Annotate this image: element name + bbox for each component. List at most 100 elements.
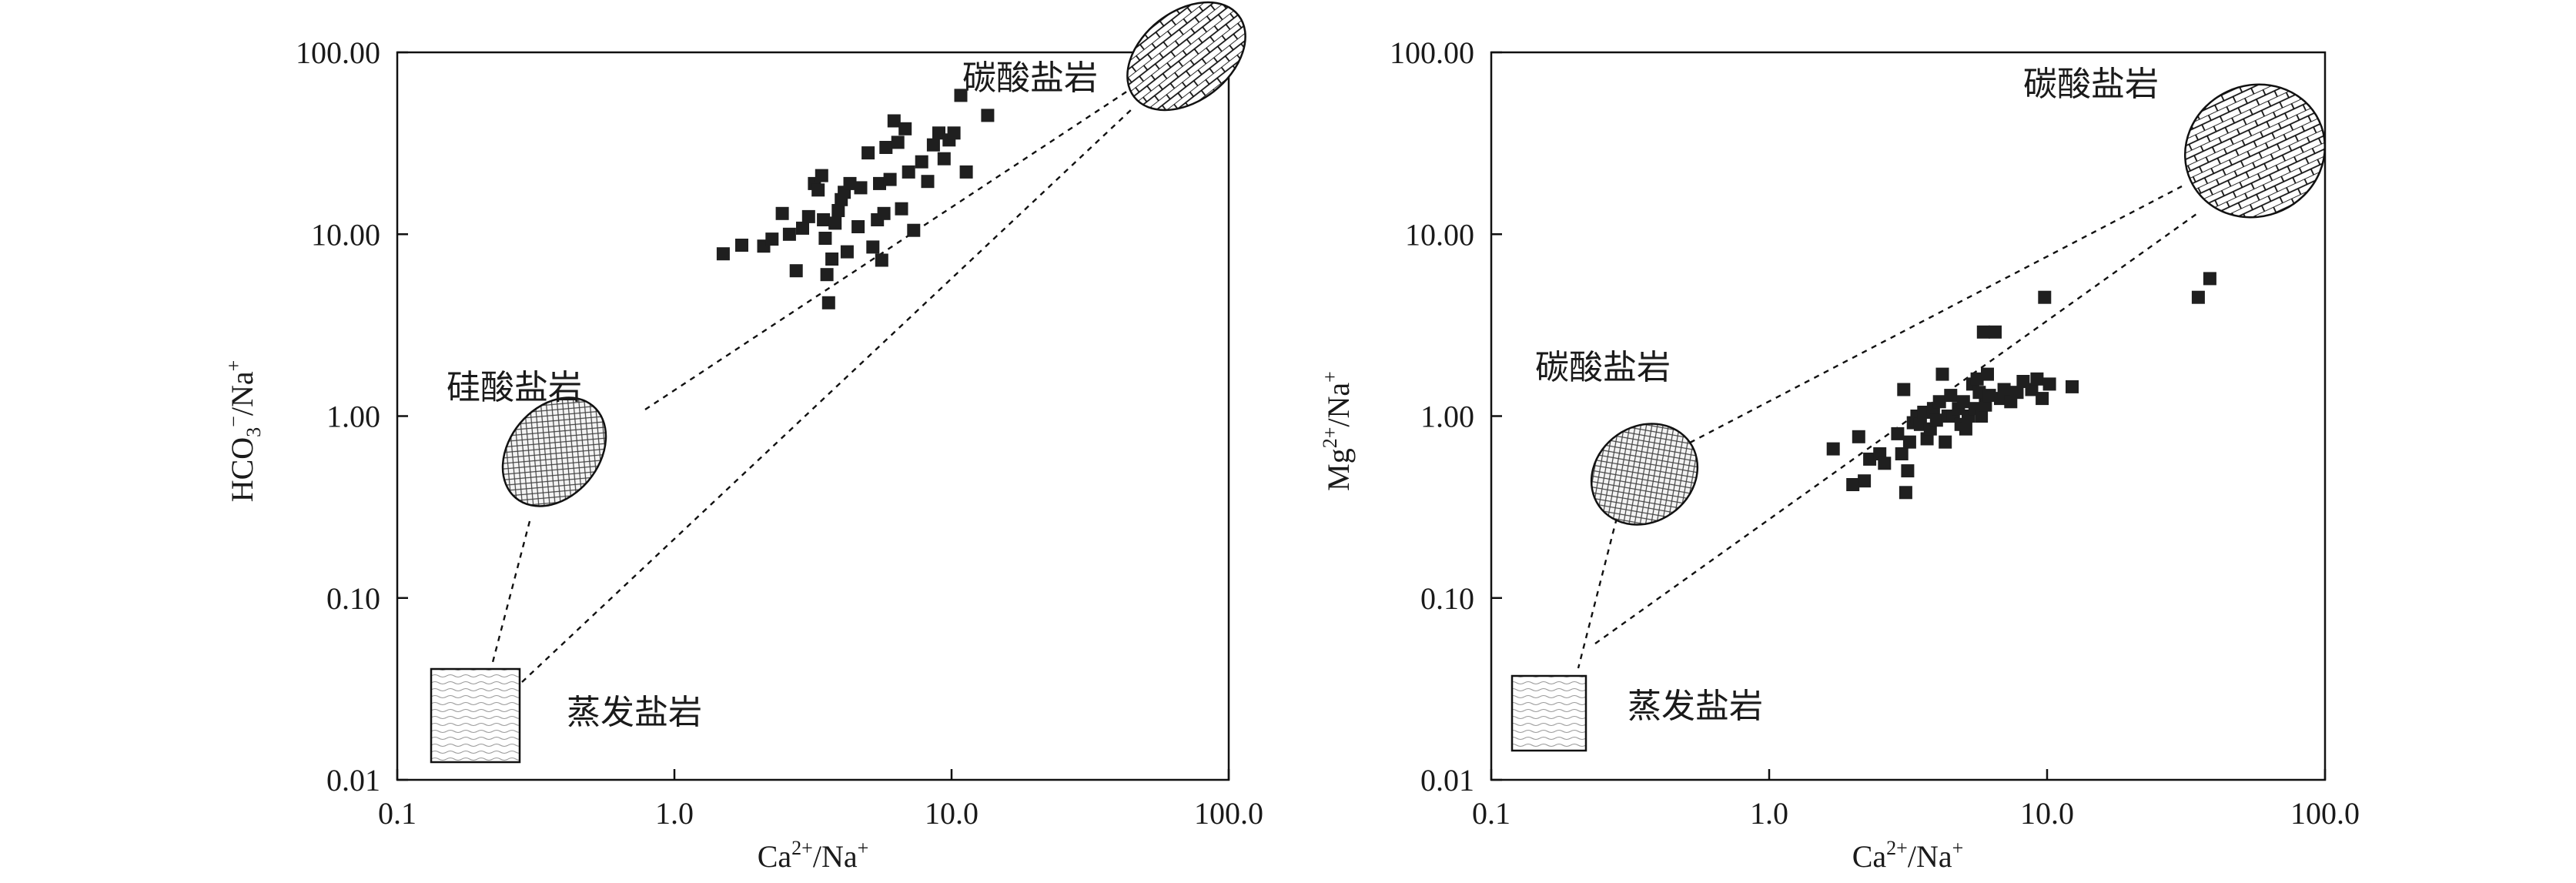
data-point — [875, 253, 888, 267]
data-point — [879, 141, 893, 154]
data-point — [821, 296, 835, 309]
data-point — [887, 114, 901, 128]
hco3-na-vs-ca-na-chart: 0.1 1.0 10.0 100.0 Ca2+/Na+ 0.01 0.10 1.… — [222, 1, 1263, 874]
data-point — [1863, 452, 1877, 466]
guide-line — [490, 520, 531, 666]
crosshatch-region-label: 碳酸盐岩 — [1535, 348, 1671, 387]
data-point — [801, 209, 815, 223]
data-point — [895, 202, 908, 216]
data-point — [959, 165, 973, 179]
data-point — [873, 176, 886, 190]
data-point — [765, 232, 779, 246]
x-axis: 0.1 1.0 10.0 100.0 Ca2+/Na+ — [1472, 769, 2360, 874]
carbonate-region-label: 碳酸盐岩 — [2023, 65, 2159, 104]
data-point — [1944, 389, 1958, 403]
plot-frame — [396, 51, 1230, 781]
y-tick-label: 1.00 — [326, 400, 380, 434]
data-point — [796, 221, 809, 235]
data-point — [2036, 392, 2049, 406]
data-point — [2030, 372, 2044, 386]
data-point — [854, 181, 868, 195]
data-point — [861, 146, 875, 160]
data-point — [1932, 395, 1946, 409]
y-tick-label: 0.10 — [326, 581, 380, 616]
data-point — [926, 138, 940, 152]
data-point — [1981, 367, 1994, 381]
mg-na-vs-ca-na-chart: 0.1 1.0 10.0 100.0 Ca2+/Na+ 0.01 0.10 1.… — [1319, 35, 2360, 874]
x-tick-label: 1.0 — [1750, 796, 1788, 831]
y-axis: 0.01 0.10 1.00 10.00 100.00 HCO3−/Na+ — [222, 35, 408, 798]
y-tick-label: 1.00 — [1420, 400, 1474, 434]
data-point — [1972, 386, 1986, 400]
x-tick-label: 0.1 — [378, 796, 417, 831]
data-point — [1975, 410, 1989, 423]
data-point — [815, 169, 828, 182]
y-axis-title: Mg2+/Na+ — [1319, 371, 1356, 491]
data-points — [716, 89, 995, 309]
data-point — [1929, 413, 1943, 427]
data-point — [817, 213, 831, 226]
data-point — [898, 122, 912, 135]
data-point — [883, 172, 897, 186]
data-point — [1976, 325, 1990, 339]
data-point — [851, 220, 865, 233]
data-point — [1959, 422, 1972, 436]
data-point — [811, 183, 825, 197]
x-axis: 0.1 1.0 10.0 100.0 Ca2+/Na+ — [378, 769, 1263, 874]
y-tick-label: 0.01 — [1420, 763, 1474, 798]
x-axis-title: Ca2+/Na+ — [1852, 837, 1964, 874]
y-axis: 0.01 0.10 1.00 10.00 100.00 Mg2+/Na+ — [1319, 35, 1502, 798]
mixing-guide-lines — [490, 89, 1134, 683]
data-point — [1878, 457, 1892, 470]
data-point — [921, 175, 935, 189]
data-point — [1920, 432, 1934, 446]
evaporite-region-label: 蒸发盐岩 — [567, 693, 702, 732]
data-point — [782, 227, 796, 241]
evaporite-region-label: 蒸发盐岩 — [1628, 687, 1763, 726]
data-point — [1902, 435, 1916, 449]
data-point — [2191, 290, 2205, 304]
carbonate-region-shape — [2183, 83, 2327, 219]
data-point — [1846, 478, 1860, 491]
evaporite-region-shape — [430, 667, 521, 764]
data-point — [902, 165, 915, 179]
data-point — [981, 109, 995, 122]
data-point — [1858, 474, 1872, 488]
crosshatch-region-shape — [1590, 423, 1699, 526]
data-point — [1901, 464, 1915, 478]
data-point — [1970, 372, 1984, 386]
carbonate-region-label: 碳酸盐岩 — [962, 59, 1098, 98]
data-point — [1982, 389, 1996, 403]
data-point — [1913, 417, 1927, 431]
data-point — [1989, 325, 2002, 339]
data-point — [932, 126, 945, 140]
data-point — [2038, 290, 2052, 304]
data-point — [820, 268, 834, 282]
data-point — [828, 216, 842, 230]
y-tick-label: 100.00 — [296, 35, 380, 70]
data-point — [775, 206, 789, 220]
data-point — [1891, 426, 1905, 440]
x-tick-label: 10.0 — [2020, 796, 2074, 831]
data-point — [818, 232, 832, 245]
data-point — [1895, 447, 1909, 460]
y-tick-label: 0.01 — [326, 763, 380, 798]
data-point — [825, 253, 839, 266]
region-carbonate: 碳酸盐岩 — [962, 1, 1246, 112]
y-tick-label: 100.00 — [1390, 35, 1474, 70]
data-point — [1939, 435, 1952, 449]
data-point — [2203, 272, 2216, 286]
x-tick-label: 100.0 — [1194, 796, 1263, 831]
data-point — [2010, 386, 2024, 400]
x-tick-label: 10.0 — [925, 796, 979, 831]
data-point — [937, 152, 951, 166]
y-tick-label: 10.00 — [1405, 217, 1474, 252]
region-silicate: 硅酸盐岩 — [447, 368, 607, 507]
data-point — [1956, 395, 1970, 409]
guide-line — [521, 107, 1134, 683]
x-axis-title: Ca2+/Na+ — [758, 837, 869, 874]
data-point — [716, 247, 730, 261]
data-point — [2042, 377, 2056, 391]
x-tick-label: 100.0 — [2290, 796, 2360, 831]
